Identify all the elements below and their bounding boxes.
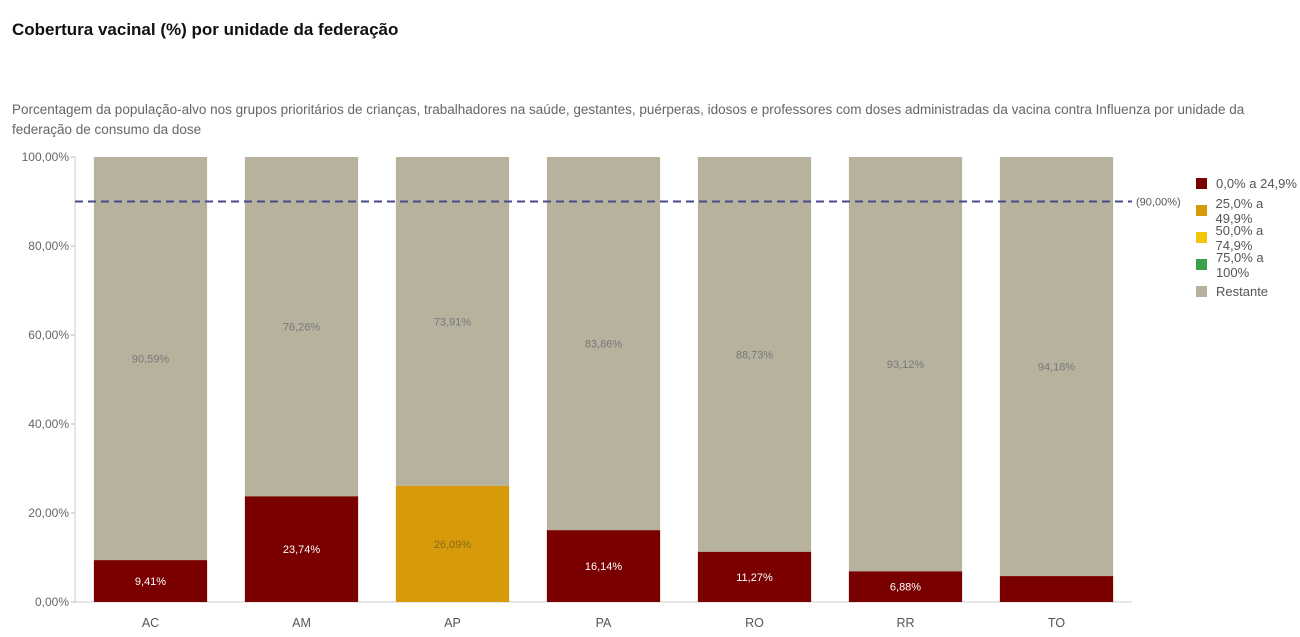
data-label: 90,59% <box>132 354 170 366</box>
data-label: 6,88% <box>890 582 921 594</box>
legend: 0,0% a 24,9% 25,0% a 49,9% 50,0% a 74,9%… <box>1196 170 1300 305</box>
legend-swatch <box>1196 286 1207 297</box>
y-tick-label: 60,00% <box>28 328 69 342</box>
bar-segment-cobertura <box>93 560 208 602</box>
legend-swatch <box>1196 205 1207 216</box>
legend-item[interactable]: 50,0% a 74,9% <box>1196 222 1300 253</box>
data-label: 23,74% <box>283 544 321 556</box>
legend-item[interactable]: 75,0% a 100% <box>1196 249 1300 280</box>
data-label: 93,12% <box>887 359 925 371</box>
reference-line-label: (90,00%) <box>1136 197 1181 209</box>
bar-segment-cobertura <box>848 571 963 602</box>
data-label: 9,41% <box>135 576 166 588</box>
legend-item[interactable]: 25,0% a 49,9% <box>1196 195 1300 226</box>
data-label: 16,14% <box>585 561 623 573</box>
bar-segment-cobertura <box>999 576 1114 602</box>
bar-segment-restante <box>697 157 812 552</box>
bar-segment-restante <box>244 157 359 497</box>
legend-item[interactable]: 0,0% a 24,9% <box>1196 170 1300 197</box>
x-tick-label: RO <box>745 616 764 630</box>
bar-segment-cobertura <box>546 530 661 602</box>
legend-label: Restante <box>1216 284 1269 299</box>
legend-label: 25,0% a 49,9% <box>1215 195 1264 226</box>
y-tick-label: 100,00% <box>22 150 70 164</box>
bar-segment-cobertura <box>244 496 359 602</box>
legend-swatch <box>1196 232 1207 243</box>
x-tick-label: PA <box>596 616 612 630</box>
legend-item[interactable]: Restante <box>1196 278 1300 305</box>
legend-swatch <box>1196 178 1207 189</box>
chart-title: Cobertura vacinal (%) por unidade da fed… <box>12 20 399 39</box>
x-tick-label: AM <box>292 616 311 630</box>
y-tick-label: 40,00% <box>28 417 69 431</box>
legend-swatch <box>1196 259 1207 270</box>
legend-label: 50,0% a 74,9% <box>1215 222 1264 253</box>
data-label: 83,86% <box>585 339 623 351</box>
bar-segment-cobertura <box>697 551 812 602</box>
x-tick-label: RR <box>896 616 914 630</box>
x-tick-label: AC <box>142 616 159 630</box>
legend-label: 0,0% a 24,9% <box>1216 176 1297 191</box>
bar-segment-restante <box>546 157 661 531</box>
bar-segment-restante <box>93 157 208 561</box>
data-label: 11,27% <box>736 572 773 584</box>
y-tick-label: 0,00% <box>35 595 69 609</box>
data-label: 26,09% <box>434 539 472 551</box>
data-label: 73,91% <box>434 316 472 328</box>
data-label: 94,18% <box>1038 362 1076 374</box>
y-tick-label: 80,00% <box>28 239 69 253</box>
x-tick-label: AP <box>444 616 461 630</box>
y-tick-label: 20,00% <box>28 506 69 520</box>
bar-segment-restante <box>848 157 963 572</box>
bar-segment-restante <box>395 157 510 486</box>
data-label: 76,26% <box>283 322 321 334</box>
bar-segment-cobertura <box>395 485 510 602</box>
x-tick-label: TO <box>1048 616 1065 630</box>
legend-label: 75,0% a 100% <box>1215 249 1264 280</box>
chart-subtitle: Porcentagem da população-alvo nos grupos… <box>12 102 1245 137</box>
data-label: 88,73% <box>736 349 774 361</box>
bar-segment-restante <box>999 157 1114 577</box>
